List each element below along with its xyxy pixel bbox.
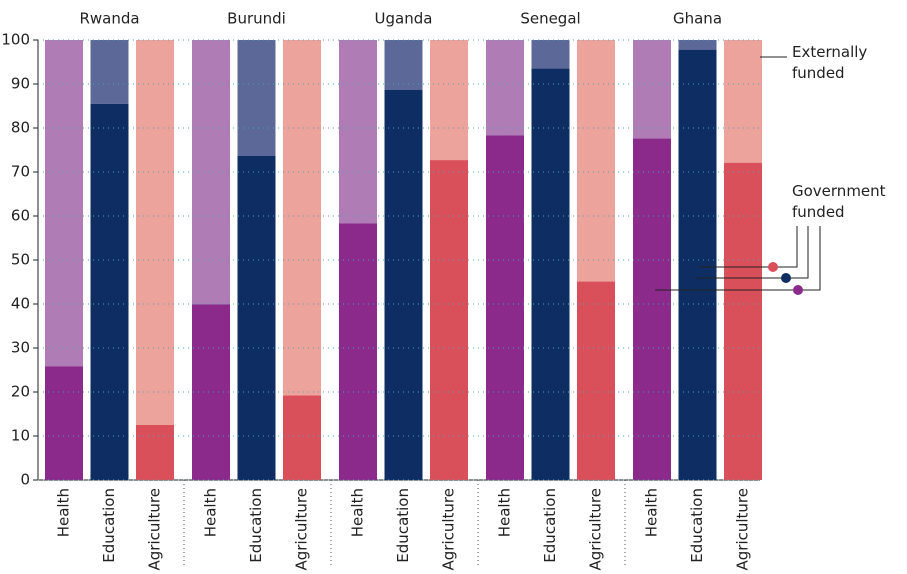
bar-segment (136, 425, 174, 480)
x-tick-label: Education (100, 488, 118, 563)
marker-dot (768, 262, 778, 272)
x-tick-label: Agriculture (587, 488, 605, 571)
annotation-leaders (655, 56, 821, 291)
bar-segment (384, 89, 423, 480)
bar-segment (486, 135, 524, 481)
legend-government: Government funded (792, 182, 886, 221)
x-tick-label: Health (202, 488, 220, 537)
bar-segment (678, 40, 717, 50)
bar-segment (430, 160, 468, 480)
y-tick-label: 40 (11, 295, 30, 313)
bar-segment (45, 366, 83, 480)
bar-segment (430, 40, 468, 161)
bar-segment (486, 40, 524, 136)
y-tick-label: 20 (11, 383, 30, 401)
bar-segment (678, 49, 717, 481)
x-tick-label: Agriculture (146, 488, 164, 571)
bar-segment (531, 40, 570, 69)
bar-segment (237, 40, 276, 156)
x-tick-label: Education (247, 488, 265, 563)
y-tick-label: 90 (11, 75, 30, 93)
x-tick-label: Education (394, 488, 412, 563)
bar-segment (724, 40, 762, 163)
y-tick-label: 80 (11, 119, 30, 137)
x-tick-label: Agriculture (440, 488, 458, 571)
bar-segment (90, 40, 129, 104)
bar-segment (633, 138, 671, 480)
y-tick-label: 30 (11, 339, 30, 357)
x-tick-label: Education (688, 488, 706, 563)
x-tick-label: Education (541, 488, 559, 563)
y-tick-label: 100 (1, 31, 30, 49)
bar-segment (283, 395, 321, 480)
x-tick-label: Health (349, 488, 367, 537)
y-tick-label: 60 (11, 207, 30, 225)
x-tick-label: Health (496, 488, 514, 537)
bar-segment (577, 281, 615, 480)
bar-segment (577, 40, 615, 282)
bar-segment (339, 223, 377, 481)
y-tick-label: 0 (20, 471, 30, 489)
bar-segment (633, 40, 671, 139)
bar-segment (90, 103, 129, 481)
legend-externally: Externally funded (792, 43, 868, 82)
bar-segment (384, 40, 423, 90)
marker-dot (793, 285, 803, 295)
x-tick-label: Agriculture (734, 488, 752, 571)
y-tick-label: 50 (11, 251, 30, 269)
x-tick-label: Health (643, 488, 661, 537)
y-tick-label: 70 (11, 163, 30, 181)
bar-segment (531, 68, 570, 480)
bar-segment (136, 40, 174, 425)
bar-segment (724, 162, 762, 480)
marker-dot (781, 273, 791, 283)
group-label: Ghana (673, 10, 722, 28)
y-tick-label: 10 (11, 427, 30, 445)
bar-segment (45, 40, 83, 367)
group-label: Uganda (375, 10, 433, 28)
group-label: Senegal (520, 10, 580, 28)
x-tick-label: Health (55, 488, 73, 537)
x-tick-label: Agriculture (293, 488, 311, 571)
group-label: Rwanda (79, 10, 139, 28)
group-label: Burundi (227, 10, 286, 28)
bar-segment (339, 40, 377, 224)
bar-segment (192, 40, 230, 305)
bar-segment (237, 155, 276, 480)
bar-segment (192, 304, 230, 480)
bar-segment (283, 40, 321, 396)
